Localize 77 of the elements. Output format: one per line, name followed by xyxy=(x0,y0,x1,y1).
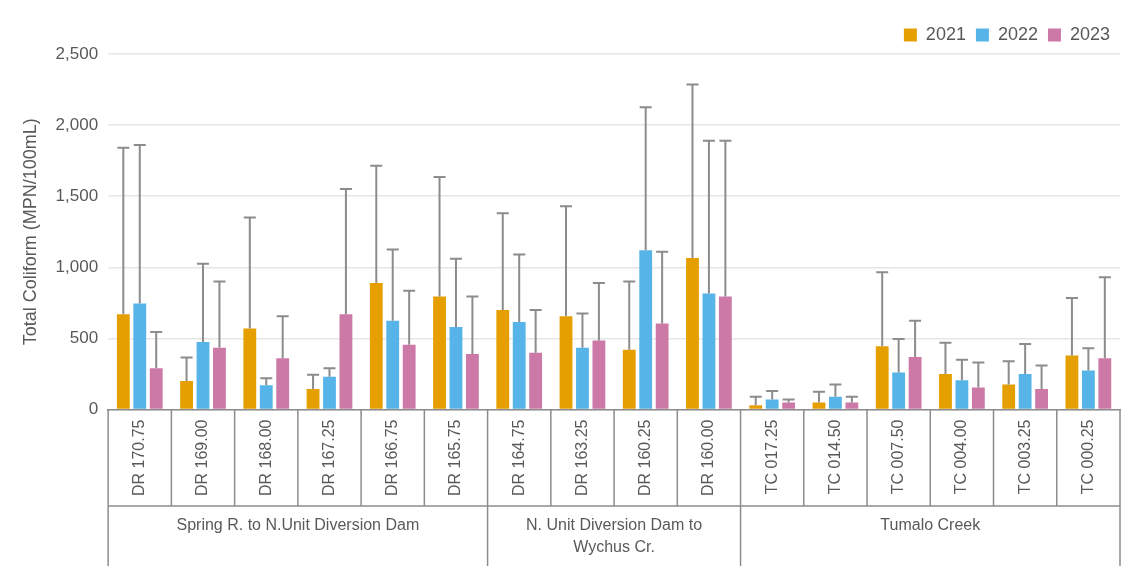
bar xyxy=(369,282,383,409)
bar xyxy=(402,344,416,409)
bar xyxy=(955,380,969,409)
bar xyxy=(196,341,210,409)
text: N. Unit Diversion Dam to Wychus Cr. xyxy=(526,516,703,556)
bar xyxy=(180,381,193,409)
bar xyxy=(559,316,573,409)
bar xyxy=(971,387,985,409)
x-tick-label: TC 017.25 xyxy=(762,419,780,495)
bar xyxy=(1018,373,1032,409)
legend-label: 2022 xyxy=(997,23,1038,44)
bar xyxy=(276,358,290,409)
bar xyxy=(243,328,257,409)
x-tick-label: DR 166.75 xyxy=(383,419,401,497)
x-tick-label: DR 163.25 xyxy=(572,419,590,497)
bar xyxy=(655,323,669,409)
bar xyxy=(1098,358,1112,409)
x-tick-label: TC 007.50 xyxy=(889,419,907,495)
bar xyxy=(939,373,952,409)
bar xyxy=(496,309,510,409)
bar xyxy=(845,402,859,409)
bar xyxy=(512,322,526,409)
bar xyxy=(133,303,147,409)
bar xyxy=(1035,388,1048,409)
y-axis-title: Total Coliform (MPN/100mL) xyxy=(19,118,40,346)
bar xyxy=(908,356,922,409)
bar xyxy=(892,372,906,409)
y-tick-label: 0 xyxy=(88,399,99,419)
bar xyxy=(449,327,463,409)
bar xyxy=(213,347,226,409)
bar xyxy=(718,296,732,409)
bar xyxy=(149,368,163,409)
bar xyxy=(339,314,353,409)
bar xyxy=(812,402,826,409)
x-tick-label: DR 169.00 xyxy=(193,419,211,497)
bar xyxy=(782,402,796,409)
legend-label: 2023 xyxy=(1069,23,1110,44)
bar xyxy=(686,258,699,409)
y-tick-label: 2,500 xyxy=(55,43,99,63)
text: Spring R. to N.Unit Diversion Dam xyxy=(176,516,420,534)
bar xyxy=(1002,384,1016,409)
x-tick-label: TC 000.25 xyxy=(1078,419,1096,495)
x-tick-label: TC 004.00 xyxy=(952,419,970,495)
bar xyxy=(592,340,606,409)
y-tick-label: 1,000 xyxy=(55,256,99,276)
bar xyxy=(323,376,336,409)
bar xyxy=(765,399,779,409)
bar xyxy=(702,293,716,409)
bar xyxy=(466,354,479,409)
x-tick-label: DR 170.75 xyxy=(130,419,148,497)
y-tick-label: 500 xyxy=(69,328,99,348)
x-tick-label: DR 160.25 xyxy=(636,419,654,497)
bar xyxy=(622,349,636,409)
legend-label: 2021 xyxy=(925,23,966,44)
bar xyxy=(829,396,842,409)
bar xyxy=(386,320,400,409)
x-tick-label: DR 168.00 xyxy=(256,419,274,497)
bar xyxy=(1065,355,1079,409)
bar xyxy=(433,296,446,409)
x-tick-label: DR 164.75 xyxy=(509,419,527,497)
bar xyxy=(576,347,589,409)
bar xyxy=(749,405,763,409)
text: Tumalo Creek xyxy=(880,516,982,534)
bar xyxy=(259,385,273,409)
x-tick-label: TC 003.25 xyxy=(1015,419,1033,495)
x-tick-label: DR 160.00 xyxy=(699,419,717,497)
bar xyxy=(875,346,889,409)
x-tick-label: DR 167.25 xyxy=(319,419,337,497)
y-tick-label: 1,500 xyxy=(55,185,99,205)
x-tick-label: DR 165.75 xyxy=(446,419,464,497)
y-tick-label: 2,000 xyxy=(55,114,99,134)
bar xyxy=(116,314,130,409)
bar xyxy=(306,388,320,409)
bar xyxy=(529,352,543,409)
x-tick-label: TC 014.50 xyxy=(825,419,843,495)
bar xyxy=(639,250,653,409)
bar xyxy=(1081,370,1095,409)
